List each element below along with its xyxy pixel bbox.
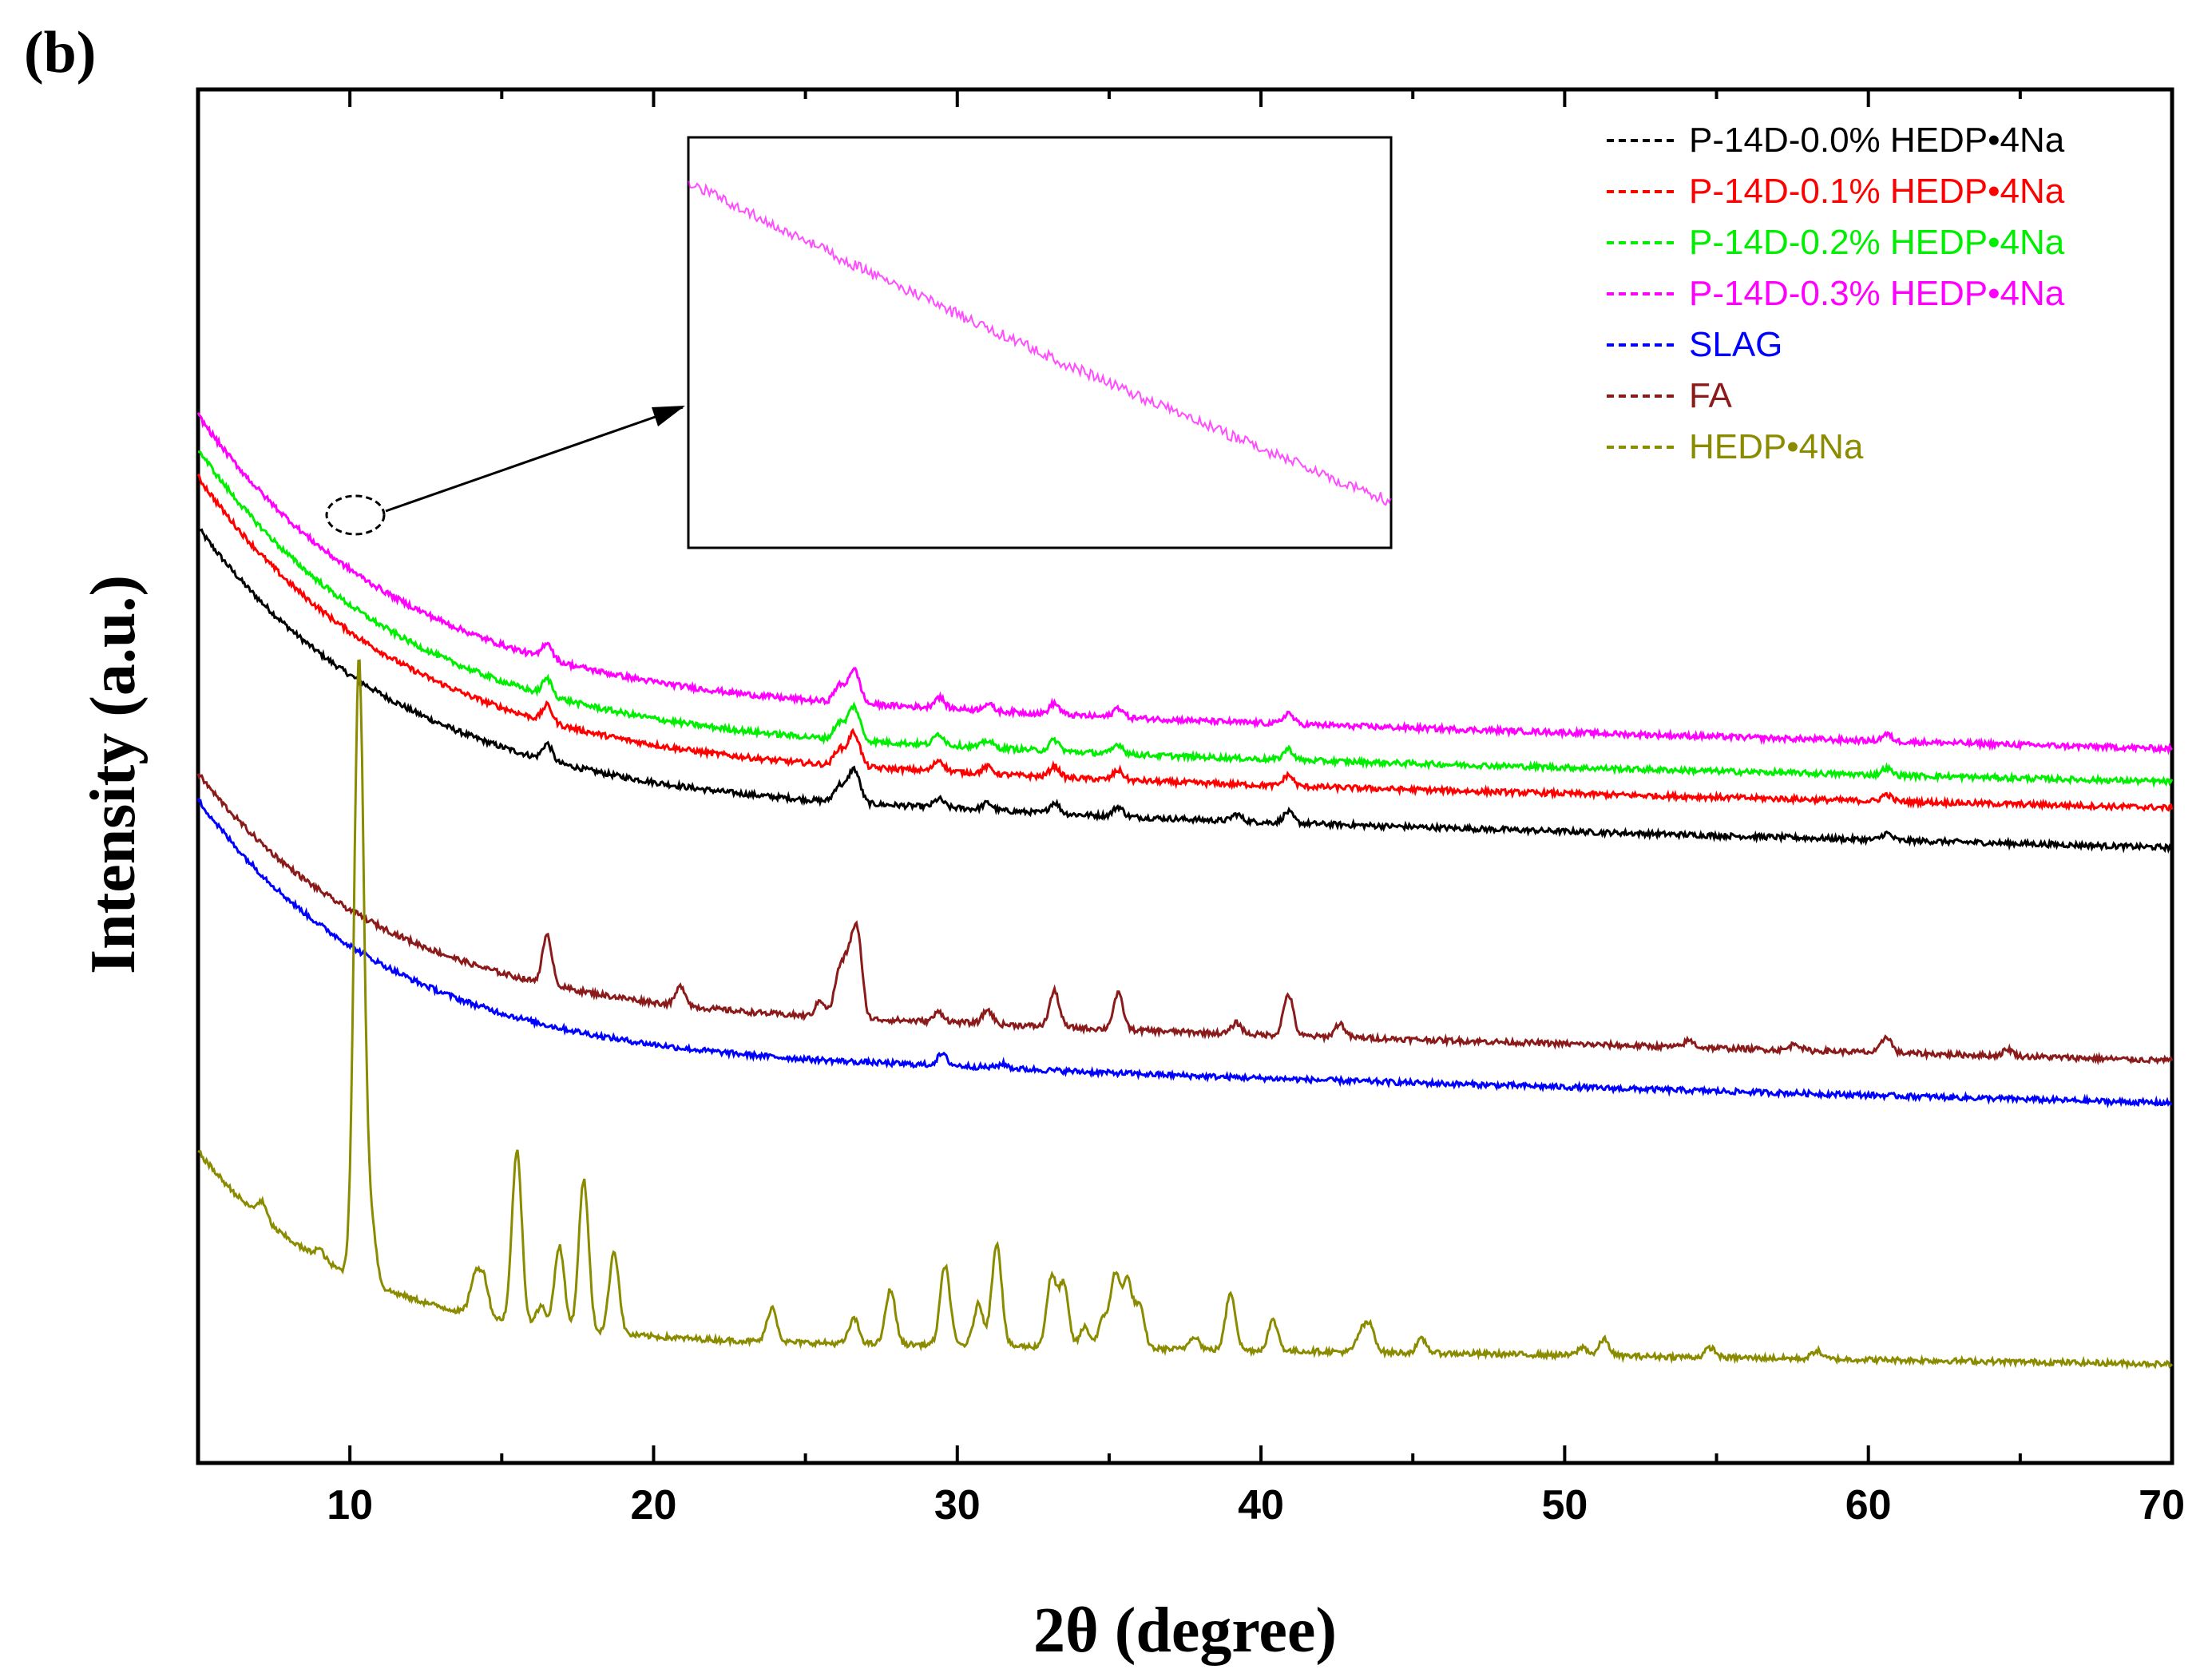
series-line-hedp-4na [197, 659, 2174, 1370]
zoom-arrowhead [652, 406, 685, 426]
legend-label-p-14d-0-3-hedp-4na: P-14D-0.3% HEDP•4Na [1689, 274, 2065, 313]
panel-label: (b) [24, 20, 96, 85]
series-line-p-14d-0-1-hedp-4na [196, 474, 2174, 813]
legend-label-slag: SLAG [1689, 325, 1782, 364]
series-line-slag [196, 797, 2173, 1108]
zoom-inset [325, 136, 1393, 549]
series-line-fa [196, 773, 2174, 1066]
x-tick-label: 70 [2139, 1482, 2185, 1528]
legend-label-p-14d-0-2-hedp-4na: P-14D-0.2% HEDP•4Na [1689, 223, 2065, 262]
legend-label-hedp-4na: HEDP•4Na [1689, 427, 1864, 466]
inset-magnified-trace [688, 180, 1392, 506]
x-tick-label: 10 [327, 1482, 373, 1528]
legend-label-p-14d-0-0-hedp-4na: P-14D-0.0% HEDP•4Na [1689, 121, 2065, 160]
x-tick-label: 50 [1541, 1482, 1588, 1528]
legend-label-fa: FA [1689, 376, 1732, 415]
series-line-p-14d-0-2-hedp-4na [197, 450, 2174, 789]
zoom-arrow [385, 406, 684, 513]
x-tick-label: 60 [1845, 1482, 1892, 1528]
series-layer [196, 412, 2174, 1370]
inset-frame [687, 136, 1393, 549]
y-axis-title: Intensity (a.u.) [78, 575, 149, 974]
series-line-p-14d-0-3-hedp-4na [196, 412, 2174, 755]
series-line-p-14d-0-0-hedp-4na [196, 526, 2174, 854]
x-tick-label: 30 [934, 1482, 981, 1528]
x-tick-label: 40 [1238, 1482, 1284, 1528]
legend: P-14D-0.0% HEDP•4Na P-14D-0.1% HEDP•4Na P-… [1607, 121, 2065, 466]
x-tick-label: 20 [631, 1482, 677, 1528]
x-axis-title: 2θ (degree) [1033, 1596, 1337, 1666]
legend-label-p-14d-0-1-hedp-4na: P-14D-0.1% HEDP•4Na [1689, 172, 2065, 211]
zoom-region-marker [325, 494, 386, 536]
x-axis-ticks: 10 20 30 40 50 60 70 [196, 89, 2185, 1528]
